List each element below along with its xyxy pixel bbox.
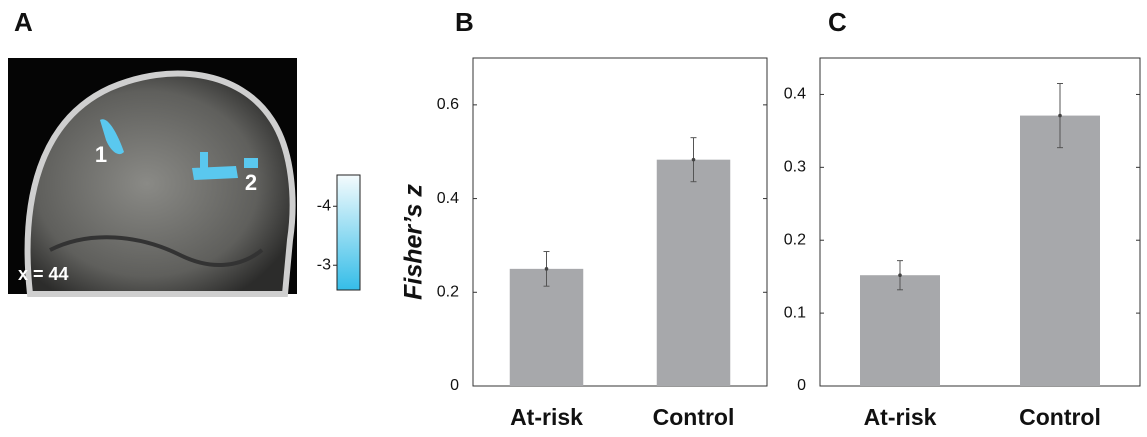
- y-tick-label: 0: [450, 377, 459, 394]
- mean-dot: [545, 267, 549, 271]
- region-label: 2: [245, 170, 257, 195]
- y-tick-label: 0.3: [784, 159, 806, 176]
- x-tick-label: At-risk: [864, 404, 937, 430]
- colorbar-tick-label: -4: [317, 197, 331, 214]
- panel-label: A: [14, 7, 33, 37]
- bar: [1020, 116, 1100, 386]
- y-tick-label: 0.4: [784, 86, 806, 103]
- panel-label: B: [455, 7, 474, 37]
- figure: A 1 2 x = 44 -4 -3 B Fisher’s z 0 0.2 0.4 0.6 At…: [0, 0, 1147, 437]
- y-tick-label: 0.2: [784, 231, 806, 248]
- y-tick-label: 0.1: [784, 304, 806, 321]
- page: A 1 2 x = 44 -4 -3 B Fisher’s z 0 0.2 0.4 0.6 At…: [0, 0, 1147, 437]
- bar: [860, 275, 940, 386]
- y-tick-label: 0.4: [437, 190, 459, 207]
- x-tick-label: Control: [653, 404, 735, 430]
- region-label: 1: [95, 142, 107, 167]
- bar: [657, 160, 731, 386]
- y-axis-label: Fisher’s z: [400, 184, 428, 300]
- mean-dot: [1058, 114, 1062, 118]
- y-tick-label: 0.2: [437, 284, 459, 301]
- x-tick-label: At-risk: [510, 404, 583, 430]
- x-tick-label: Control: [1019, 404, 1101, 430]
- y-tick-label: 0: [797, 377, 806, 394]
- slice-label: x = 44: [18, 264, 69, 284]
- mean-dot: [898, 273, 902, 277]
- y-tick-label: 0.6: [437, 96, 459, 113]
- mean-dot: [692, 158, 696, 162]
- panel-label: C: [828, 7, 847, 37]
- colorbar-tick-label: -3: [317, 256, 331, 273]
- colorbar: [337, 175, 360, 290]
